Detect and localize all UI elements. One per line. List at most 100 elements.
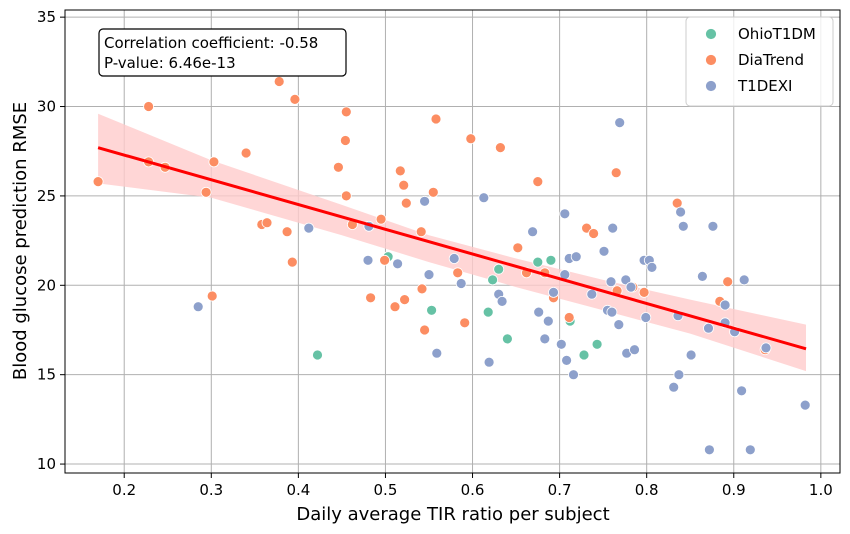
point-ohiot1dm bbox=[312, 349, 323, 361]
legend-label-t1dexi: T1DEXI bbox=[737, 77, 792, 95]
point-diatrend bbox=[494, 142, 506, 154]
plot-area-frame bbox=[64, 9, 841, 474]
point-diatrend bbox=[289, 94, 301, 105]
point-diatrend bbox=[208, 156, 220, 168]
point-diatrend bbox=[375, 213, 387, 225]
point-t1dexi bbox=[614, 117, 626, 128]
point-t1dexi bbox=[760, 342, 772, 354]
x-tick-label: 0.9 bbox=[722, 481, 746, 499]
point-diatrend bbox=[340, 106, 352, 118]
point-ohiot1dm bbox=[487, 274, 499, 286]
point-t1dexi bbox=[542, 315, 554, 327]
x-tick-label: 0.2 bbox=[112, 481, 136, 499]
point-diatrend bbox=[452, 267, 464, 279]
point-diatrend bbox=[459, 317, 471, 329]
point-diatrend bbox=[610, 167, 622, 179]
point-t1dexi bbox=[613, 319, 625, 331]
point-diatrend bbox=[415, 226, 427, 238]
point-diatrend bbox=[332, 161, 344, 173]
point-t1dexi bbox=[362, 254, 374, 266]
point-t1dexi bbox=[697, 270, 708, 282]
point-t1dexi bbox=[423, 269, 435, 281]
x-tick-label: 0.3 bbox=[199, 481, 223, 499]
point-t1dexi bbox=[478, 192, 490, 204]
point-t1dexi bbox=[527, 226, 538, 238]
annotation-pvalue: P-value: 6.46e-13 bbox=[104, 54, 236, 72]
x-tick-label: 0.7 bbox=[548, 481, 572, 499]
point-t1dexi bbox=[431, 347, 443, 359]
point-ohiot1dm bbox=[532, 256, 544, 268]
y-tick-label: 10 bbox=[37, 455, 56, 473]
confidence-band-area bbox=[98, 113, 807, 372]
point-diatrend bbox=[339, 135, 351, 146]
x-tick-label: 0.5 bbox=[374, 481, 398, 499]
point-diatrend bbox=[340, 190, 352, 202]
point-t1dexi bbox=[392, 258, 404, 270]
point-diatrend bbox=[419, 324, 431, 336]
point-diatrend bbox=[512, 242, 524, 254]
regression-line bbox=[97, 146, 807, 351]
point-diatrend bbox=[286, 256, 298, 268]
point-t1dexi bbox=[668, 381, 680, 393]
point-t1dexi bbox=[625, 281, 637, 293]
point-t1dexi bbox=[719, 299, 731, 311]
y-axis-label: Blood glucose prediction RMSE bbox=[10, 102, 31, 380]
point-diatrend bbox=[365, 292, 377, 304]
legend-label-ohiot1dm: OhioT1DM bbox=[738, 25, 816, 43]
legend-marker-t1dexi bbox=[705, 80, 717, 92]
point-t1dexi bbox=[703, 322, 714, 334]
point-t1dexi bbox=[455, 278, 467, 289]
x-tick-label: 0.6 bbox=[461, 481, 485, 499]
point-diatrend bbox=[400, 197, 412, 209]
point-t1dexi bbox=[598, 245, 610, 257]
point-t1dexi bbox=[607, 222, 619, 234]
point-diatrend bbox=[240, 147, 252, 159]
point-t1dexi bbox=[738, 274, 750, 286]
regression-line-group bbox=[97, 146, 807, 351]
point-t1dexi bbox=[555, 338, 567, 350]
point-ohiot1dm bbox=[591, 338, 603, 350]
point-t1dexi bbox=[606, 306, 618, 318]
point-t1dexi bbox=[707, 220, 719, 232]
x-tick-label: 0.4 bbox=[286, 481, 310, 499]
confidence-band bbox=[98, 113, 807, 372]
point-t1dexi bbox=[539, 333, 551, 345]
point-diatrend bbox=[273, 76, 285, 87]
point-ohiot1dm bbox=[578, 349, 590, 361]
x-tick-label: 1.0 bbox=[809, 481, 833, 499]
point-diatrend bbox=[92, 176, 104, 188]
point-ohiot1dm bbox=[501, 333, 513, 345]
legend-box bbox=[685, 16, 834, 107]
point-diatrend bbox=[379, 254, 391, 266]
point-diatrend bbox=[722, 276, 734, 288]
point-t1dexi bbox=[677, 220, 689, 232]
annotation-correlation: Correlation coefficient: -0.58 bbox=[104, 34, 318, 52]
stats-annotation: Correlation coefficient: -0.58 P-value: … bbox=[98, 28, 347, 77]
point-diatrend bbox=[416, 283, 428, 295]
point-diatrend bbox=[563, 312, 575, 323]
point-diatrend bbox=[143, 101, 155, 112]
y-tick-label: 35 bbox=[37, 8, 56, 26]
annotation-box bbox=[98, 28, 347, 77]
point-t1dexi bbox=[548, 286, 559, 298]
point-diatrend bbox=[427, 186, 439, 198]
legend-label-diatrend: DiaTrend bbox=[738, 51, 804, 69]
y-tick-label: 30 bbox=[37, 98, 56, 116]
point-ohiot1dm bbox=[482, 306, 494, 318]
point-t1dexi bbox=[559, 208, 571, 220]
legend-marker-ohiot1dm bbox=[705, 28, 717, 40]
point-diatrend bbox=[430, 113, 442, 125]
x-axis-label: Daily average TIR ratio per subject bbox=[296, 504, 609, 525]
point-t1dexi bbox=[629, 344, 640, 356]
point-t1dexi bbox=[675, 206, 686, 218]
point-t1dexi bbox=[646, 261, 658, 273]
point-t1dexi bbox=[586, 288, 598, 300]
point-t1dexi bbox=[561, 354, 572, 366]
point-t1dexi bbox=[483, 356, 495, 368]
point-diatrend bbox=[671, 197, 683, 209]
point-ohiot1dm bbox=[493, 263, 505, 275]
point-t1dexi bbox=[419, 195, 431, 207]
point-ohiot1dm bbox=[426, 304, 438, 316]
point-diatrend bbox=[200, 186, 212, 198]
